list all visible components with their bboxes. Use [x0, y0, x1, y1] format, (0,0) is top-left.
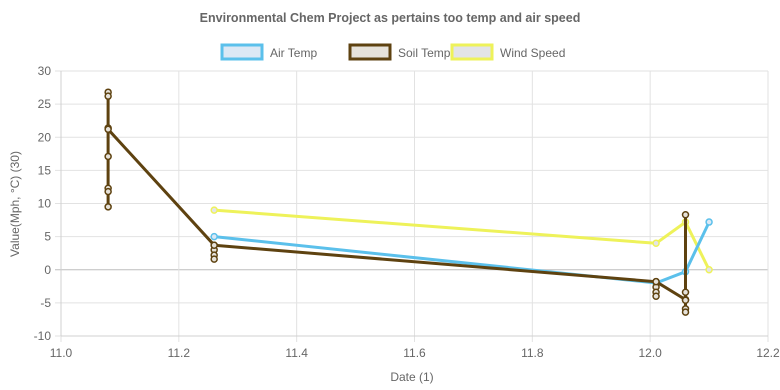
- x-tick-label: 11.6: [403, 346, 426, 360]
- legend-swatch-wind-speed: [450, 43, 494, 61]
- data-point-soil-temp: [104, 187, 112, 196]
- legend-swatch-air-temp: [220, 43, 264, 61]
- data-point-soil-temp: [681, 211, 690, 219]
- series-soil-temp: [104, 88, 690, 316]
- grid: [55, 70, 769, 342]
- series-layer: [104, 88, 713, 316]
- y-tick-label: 30: [38, 64, 52, 78]
- legend-label-soil-temp: Soil Temp: [398, 46, 451, 60]
- x-tick-label: 12.0: [638, 346, 662, 360]
- legend-label-air-temp: Air Temp: [270, 46, 317, 60]
- data-point-wind-speed: [705, 266, 713, 274]
- data-point-soil-temp: [210, 255, 218, 263]
- x-tick-label: 11.4: [285, 346, 308, 360]
- legend-item-air-temp[interactable]: Air Temp: [220, 43, 317, 61]
- legend-label-wind-speed: Wind Speed: [500, 46, 565, 60]
- y-tick-label: 10: [38, 197, 52, 211]
- data-point-soil-temp: [210, 241, 218, 249]
- x-tick-label: 11.8: [521, 346, 544, 360]
- series-line-soil-temp: [106, 90, 687, 314]
- data-point-soil-temp: [681, 296, 690, 304]
- x-tick-label: 11.0: [50, 346, 73, 360]
- x-tick-label: 12.2: [756, 346, 780, 360]
- legend-item-wind-speed[interactable]: Wind Speed: [450, 43, 565, 61]
- data-point-wind-speed: [652, 239, 660, 247]
- series-line-air-temp: [212, 220, 711, 285]
- y-tick-label: 20: [38, 130, 52, 144]
- data-point-soil-temp: [652, 292, 660, 300]
- y-tick-label: 15: [38, 163, 52, 177]
- y-tick-label: -5: [40, 296, 51, 310]
- x-axis-label: Date (1): [390, 370, 433, 384]
- legend-swatch-soil-temp: [348, 43, 392, 61]
- data-point-wind-speed: [210, 206, 218, 214]
- data-point-air-temp: [210, 232, 218, 241]
- data-point-soil-temp: [104, 152, 112, 161]
- data-point-soil-temp: [104, 92, 112, 100]
- y-tick-label: 25: [38, 97, 52, 111]
- legend[interactable]: Air Temp Soil Temp Wind Speed: [220, 43, 565, 61]
- axes: -10 -5 0 5 10 15 20 25 30 11.0 11.2 11.4 11.6 11.8 12.…: [34, 64, 780, 360]
- data-point-air-temp: [705, 218, 713, 226]
- series-line-wind-speed: [212, 208, 711, 272]
- y-tick-label: 0: [44, 263, 51, 277]
- data-point-soil-temp: [104, 203, 112, 211]
- data-point-soil-temp: [681, 308, 690, 316]
- x-tick-label: 11.2: [168, 346, 191, 360]
- chart-title: Environmental Chem Project as pertains t…: [200, 11, 581, 25]
- y-tick-label: 5: [44, 230, 51, 244]
- data-point-soil-temp: [681, 288, 690, 297]
- y-tick-label: -10: [34, 329, 52, 343]
- data-point-soil-temp: [652, 277, 660, 286]
- y-axis-label: Value(Mph, °C) (30): [8, 151, 22, 257]
- data-point-soil-temp: [104, 125, 112, 134]
- legend-item-soil-temp[interactable]: Soil Temp: [348, 43, 451, 61]
